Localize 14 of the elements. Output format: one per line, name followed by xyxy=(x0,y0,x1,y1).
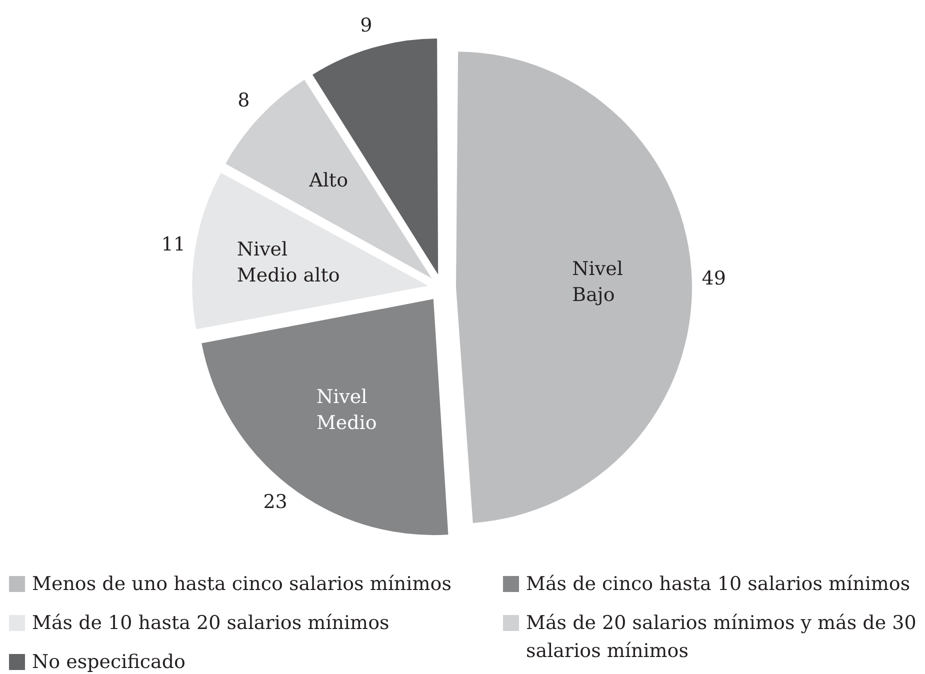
text: Alto xyxy=(309,169,348,192)
legend-label: Más de 10 hasta 20 salarios mínimos xyxy=(32,611,390,636)
data-label: 11 xyxy=(161,233,186,256)
data-label: 23 xyxy=(263,490,288,513)
data-label: 49 xyxy=(702,267,726,290)
text: Nivel Medio xyxy=(316,386,377,434)
text: Nivel Medio alto xyxy=(236,238,340,287)
legend-label: Más de 20 salarios mínimos y más de 30 salarios mínimos xyxy=(526,611,918,664)
legend-label: No especificado xyxy=(32,650,186,674)
data-label: 9 xyxy=(360,14,372,37)
data-label: 8 xyxy=(238,90,250,112)
legend-label: Más de cinco hasta 10 salarios mínimos xyxy=(526,572,910,597)
text: Nivel Bajo xyxy=(572,258,623,306)
legend-label: Menos de uno hasta cinco salarios mínimos xyxy=(32,572,452,597)
